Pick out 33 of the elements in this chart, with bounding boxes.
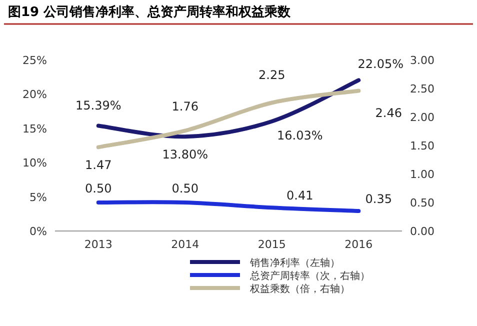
data-label: 0.50 [172, 182, 198, 196]
data-label: 2.46 [375, 106, 402, 120]
y2-tick-label: 2.00 [410, 111, 434, 124]
y2-tick-label: 1.50 [410, 140, 434, 152]
y-tick-label: 15% [22, 122, 47, 136]
x-tick-label: 2015 [258, 238, 286, 251]
data-label: 15.39% [75, 98, 122, 113]
data-label: 0.35 [365, 192, 392, 206]
x-tick-label: 2013 [84, 238, 112, 251]
data-label: 16.03% [276, 128, 323, 142]
legend-label: 权益乘数（倍，右轴） [249, 283, 350, 295]
y-tick-label: 0% [30, 225, 47, 238]
y2-tick-label: 0.00 [410, 225, 434, 238]
data-label: 1.47 [85, 158, 112, 172]
y2-tick-label: 2.50 [410, 82, 434, 96]
data-label: 1.76 [172, 100, 198, 114]
legend-label: 销售净利率（左轴） [249, 257, 340, 269]
y2-tick-label: 1.00 [410, 168, 434, 181]
chart-title: 图19 公司销售净利率、总资产周转率和权益乘数 [8, 4, 292, 20]
y-tick-label: 25% [22, 54, 47, 67]
data-label: 22.05% [358, 57, 404, 72]
y-tick-label: 5% [30, 190, 47, 204]
data-label: 0.41 [286, 188, 314, 203]
x-tick-label: 2014 [171, 238, 200, 251]
data-label: 0.50 [85, 182, 112, 196]
data-label: 13.80% [162, 148, 208, 162]
data-label: 2.25 [258, 68, 286, 82]
legend-label: 总资产周转率（次，右轴） [249, 270, 370, 282]
y-tick-label: 10% [22, 156, 47, 170]
y2-tick-label: 0.50 [410, 196, 434, 210]
y2-tick-label: 3.00 [410, 54, 434, 67]
y-tick-label: 20% [22, 88, 47, 102]
x-tick-label: 2016 [344, 238, 373, 251]
